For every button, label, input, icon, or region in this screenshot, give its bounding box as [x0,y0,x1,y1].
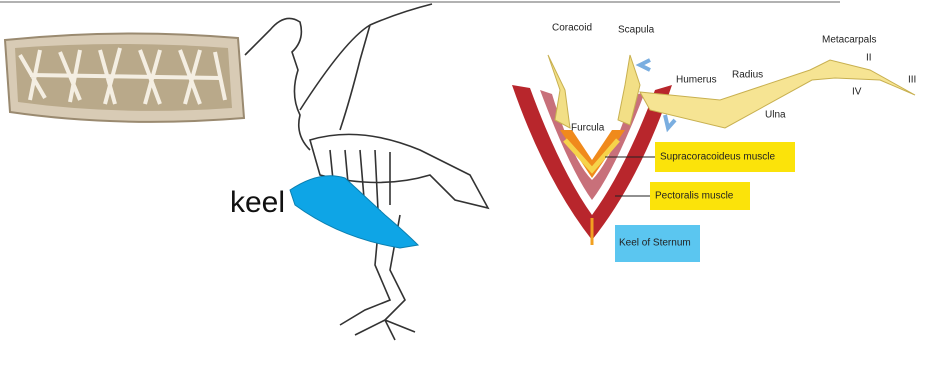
supracoracoideus-label: Supracoracoideus muscle [660,152,775,163]
furcula-label: Furcula [571,123,605,134]
pectoralis-label: Pectoralis muscle [655,191,734,202]
keel-label: keel [230,186,285,219]
digit-label: III [908,75,916,86]
scapula-label: Scapula [618,25,655,36]
bone-section [3,32,246,123]
flight-diagram: Coracoid Scapula Humerus Radius Metacarp… [512,23,916,262]
metacarpals-label: Metacarpals [822,35,876,46]
ulna-label: Ulna [765,110,786,121]
keel-shape [289,175,420,249]
radius-label: Radius [732,70,763,81]
digit-label: IV [852,87,862,98]
callout-box [655,142,795,172]
digit-label: II [866,53,872,64]
keel-of-sternum-label: Keel of Sternum [619,238,691,249]
callout-box [650,182,750,210]
humerus-label: Humerus [676,75,717,86]
callout-box [615,225,700,262]
bird-skeleton: keel [230,3,490,341]
coracoid-label: Coracoid [552,23,592,34]
